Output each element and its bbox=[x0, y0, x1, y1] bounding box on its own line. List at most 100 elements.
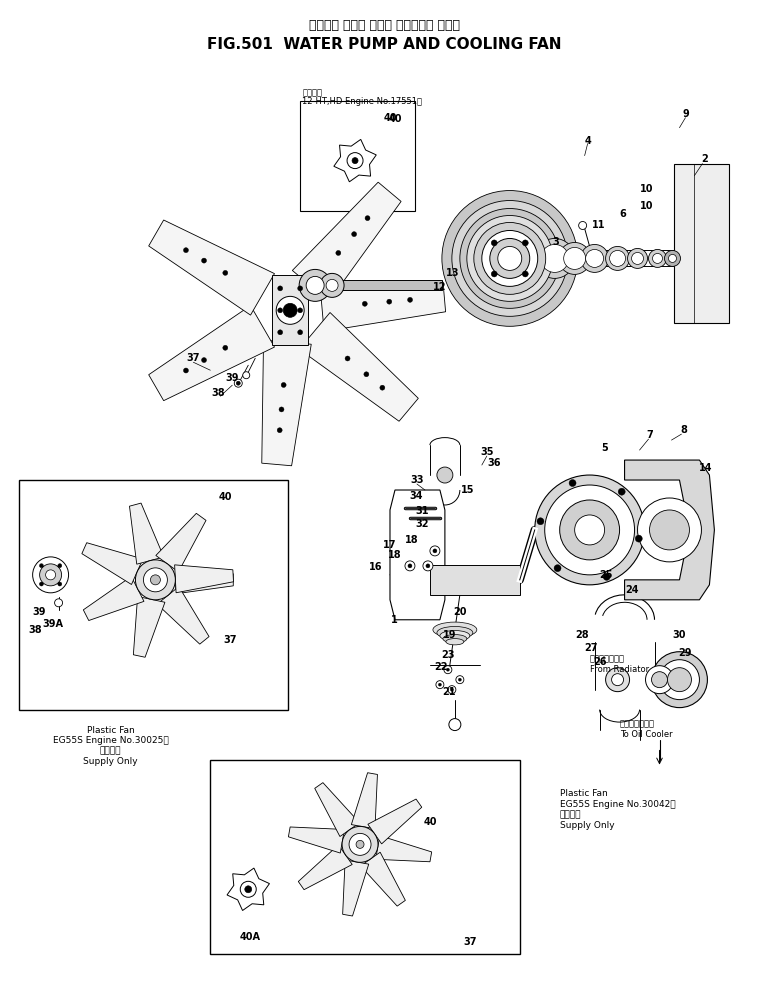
Circle shape bbox=[638, 498, 701, 562]
Polygon shape bbox=[320, 282, 445, 331]
Circle shape bbox=[446, 669, 449, 672]
Circle shape bbox=[245, 886, 251, 893]
Text: 16: 16 bbox=[369, 562, 383, 572]
Text: 11: 11 bbox=[592, 221, 605, 230]
Circle shape bbox=[342, 827, 378, 862]
Circle shape bbox=[650, 510, 690, 550]
Text: 28: 28 bbox=[575, 630, 588, 640]
Circle shape bbox=[606, 668, 630, 691]
Ellipse shape bbox=[437, 626, 473, 639]
Polygon shape bbox=[272, 275, 308, 345]
Circle shape bbox=[184, 247, 188, 252]
Circle shape bbox=[651, 672, 667, 687]
Circle shape bbox=[223, 345, 228, 350]
Text: 38: 38 bbox=[28, 625, 42, 635]
Circle shape bbox=[581, 244, 608, 272]
Text: FIG.501  WATER PUMP AND COOLING FAN: FIG.501 WATER PUMP AND COOLING FAN bbox=[207, 37, 561, 51]
Circle shape bbox=[456, 675, 464, 683]
Text: Plastic Fan
EG55S Engine No.30042～
補給専用
Supply Only: Plastic Fan EG55S Engine No.30042～ 補給専用 … bbox=[560, 789, 675, 830]
Circle shape bbox=[276, 297, 305, 324]
Text: 2: 2 bbox=[701, 153, 707, 163]
Text: 20: 20 bbox=[453, 607, 467, 617]
Circle shape bbox=[444, 666, 452, 674]
Text: 13: 13 bbox=[446, 268, 460, 278]
Circle shape bbox=[201, 258, 207, 263]
Text: 37: 37 bbox=[224, 635, 237, 645]
Polygon shape bbox=[390, 490, 445, 620]
Polygon shape bbox=[368, 799, 421, 844]
Circle shape bbox=[278, 286, 283, 291]
Circle shape bbox=[635, 535, 642, 542]
Circle shape bbox=[345, 356, 350, 361]
Circle shape bbox=[236, 381, 240, 385]
Circle shape bbox=[648, 249, 667, 267]
Circle shape bbox=[351, 231, 357, 236]
Circle shape bbox=[534, 238, 574, 278]
Circle shape bbox=[320, 273, 344, 298]
Circle shape bbox=[442, 191, 578, 326]
Text: 10: 10 bbox=[640, 201, 654, 211]
Text: ウォータ ポンプ および クーリング ファン: ウォータ ポンプ および クーリング ファン bbox=[308, 19, 460, 32]
Text: 21: 21 bbox=[442, 686, 456, 696]
Circle shape bbox=[58, 564, 62, 568]
Circle shape bbox=[349, 834, 371, 855]
Text: 3: 3 bbox=[552, 237, 559, 247]
Circle shape bbox=[184, 368, 188, 373]
Text: 40: 40 bbox=[388, 114, 401, 124]
Circle shape bbox=[660, 660, 700, 699]
Circle shape bbox=[452, 201, 568, 316]
Text: 22: 22 bbox=[434, 662, 448, 672]
Text: 9: 9 bbox=[682, 109, 689, 119]
Circle shape bbox=[474, 223, 546, 295]
Circle shape bbox=[408, 298, 412, 303]
Polygon shape bbox=[288, 827, 345, 854]
Ellipse shape bbox=[440, 631, 470, 641]
Text: 26: 26 bbox=[593, 657, 607, 667]
Circle shape bbox=[39, 583, 43, 586]
Circle shape bbox=[279, 406, 284, 412]
Circle shape bbox=[58, 583, 62, 586]
Circle shape bbox=[449, 719, 461, 731]
Circle shape bbox=[39, 564, 43, 568]
Text: 6: 6 bbox=[619, 209, 626, 219]
Polygon shape bbox=[292, 182, 401, 302]
Circle shape bbox=[278, 308, 283, 313]
Circle shape bbox=[306, 276, 324, 295]
Circle shape bbox=[437, 467, 453, 483]
Circle shape bbox=[298, 308, 303, 313]
Text: 17: 17 bbox=[383, 540, 397, 550]
Text: 39A: 39A bbox=[42, 619, 63, 629]
Ellipse shape bbox=[443, 635, 467, 643]
Circle shape bbox=[451, 688, 454, 691]
Circle shape bbox=[586, 249, 604, 267]
Text: 18: 18 bbox=[405, 535, 419, 545]
Circle shape bbox=[541, 244, 568, 272]
Polygon shape bbox=[361, 853, 405, 906]
Polygon shape bbox=[129, 503, 164, 564]
Circle shape bbox=[560, 500, 620, 560]
Circle shape bbox=[569, 480, 576, 487]
Text: 37: 37 bbox=[187, 353, 200, 363]
Circle shape bbox=[45, 570, 55, 580]
Ellipse shape bbox=[433, 622, 477, 638]
Text: 40: 40 bbox=[218, 492, 232, 502]
Circle shape bbox=[448, 685, 456, 693]
Circle shape bbox=[380, 385, 384, 391]
Text: 30: 30 bbox=[673, 630, 686, 640]
Circle shape bbox=[352, 157, 358, 163]
Text: 34: 34 bbox=[409, 491, 423, 501]
Circle shape bbox=[278, 329, 283, 335]
Circle shape bbox=[430, 546, 440, 556]
Polygon shape bbox=[148, 306, 275, 401]
Circle shape bbox=[559, 242, 591, 274]
Circle shape bbox=[618, 489, 625, 495]
Circle shape bbox=[564, 247, 586, 269]
Polygon shape bbox=[674, 163, 729, 323]
Text: 36: 36 bbox=[487, 458, 501, 468]
Polygon shape bbox=[299, 313, 418, 421]
Text: 14: 14 bbox=[699, 463, 712, 473]
Circle shape bbox=[405, 561, 415, 571]
Circle shape bbox=[645, 666, 674, 693]
Circle shape bbox=[522, 271, 528, 277]
Polygon shape bbox=[351, 772, 378, 829]
